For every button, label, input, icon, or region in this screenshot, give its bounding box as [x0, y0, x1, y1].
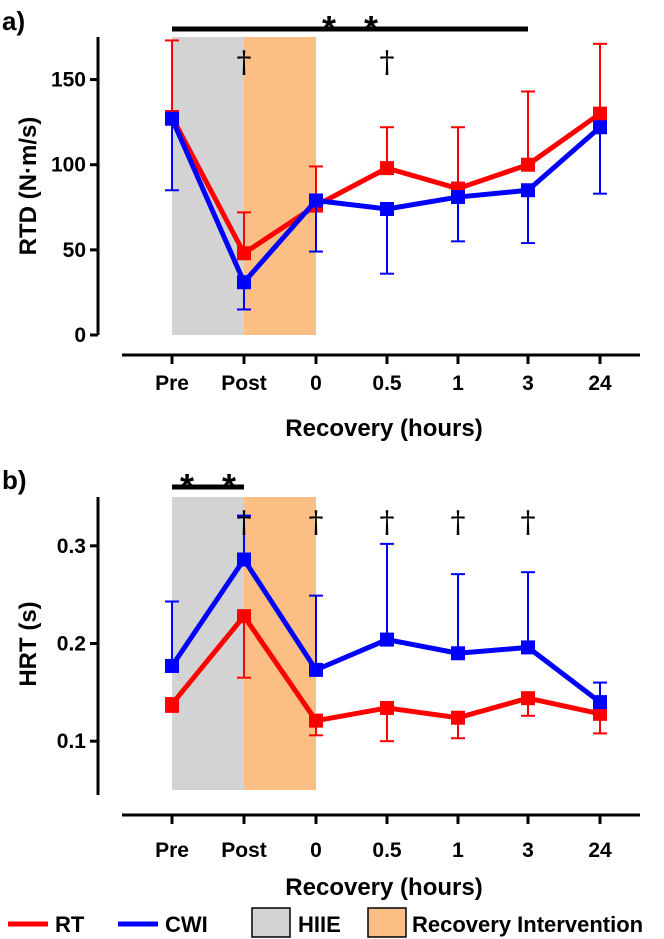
x-tick-label: 1: [452, 839, 464, 862]
dagger-marker: †: [521, 505, 536, 540]
significance-star-rt: *: [180, 466, 194, 507]
dagger-marker: †: [380, 505, 395, 540]
x-tick-label: 3: [522, 372, 534, 395]
legend-label-rt: RT: [55, 912, 85, 937]
x-tick-label: 0: [310, 839, 322, 862]
x-tick-label: Pre: [155, 372, 189, 395]
x-tick-label: Pre: [155, 839, 189, 862]
significance-star-cwi: *: [364, 8, 378, 49]
x-tick-label: 1: [452, 372, 464, 395]
data-point: [309, 662, 323, 677]
data-point: [237, 246, 251, 261]
y-tick-label: 0.3: [57, 535, 86, 558]
series-rt: [165, 609, 607, 743]
legend-item-hiie: HIIE: [251, 907, 341, 938]
y-tick-label: 0: [74, 324, 86, 347]
significance-star-cwi: *: [222, 466, 236, 507]
data-point: [593, 106, 607, 121]
data-point: [380, 161, 394, 176]
data-point: [165, 658, 179, 673]
legend-item-recovery: Recovery Intervention: [367, 907, 643, 938]
data-point: [521, 640, 535, 655]
data-point: [451, 646, 465, 661]
x-axis-title: Recovery (hours): [285, 415, 482, 442]
data-point: [593, 706, 607, 721]
data-point: [521, 691, 535, 706]
data-point: [237, 552, 251, 567]
y-axis-title: RTD (N·m/s): [15, 117, 42, 256]
y-tick-label: 50: [63, 239, 86, 262]
legend: RT CWI HIIE Recovery Intervention: [8, 907, 643, 938]
recovery-region: [244, 37, 316, 335]
legend-item-cwi: CWI: [118, 912, 208, 937]
data-point: [380, 700, 394, 715]
x-tick-label: Post: [221, 372, 267, 395]
x-tick-label: 24: [588, 839, 612, 862]
data-point: [165, 111, 179, 126]
y-tick-label: 0.2: [57, 633, 86, 656]
legend-label-recovery: Recovery Intervention: [412, 912, 643, 937]
panel-a: 0 50 100 150 Pre Post 0 0.5 1 3 24 Recovery (hours)…: [2, 6, 640, 442]
x-tick-label: Post: [221, 839, 267, 862]
x-tick-label: 0.5: [372, 839, 402, 862]
series-cwi: [165, 111, 607, 311]
data-point: [309, 713, 323, 728]
dagger-marker: †: [380, 45, 395, 80]
x-tick-label: 3: [522, 839, 534, 862]
x-tick-label: 24: [588, 372, 612, 395]
panel-label: a): [2, 6, 25, 36]
y-axis-title: HRT (s): [15, 601, 42, 686]
data-point: [237, 275, 251, 290]
data-point: [451, 710, 465, 725]
panel-b: 0.1 0.2 0.3 Pre Post 0 0.5 1 3 24 Recovery (hours)…: [2, 465, 640, 901]
dagger-marker: †: [451, 505, 466, 540]
hiie-region: [172, 497, 244, 790]
panel-label: b): [2, 465, 27, 495]
dagger-marker: †: [237, 45, 252, 80]
legend-swatch-hiie: [251, 907, 291, 938]
legend-label-hiie: HIIE: [298, 912, 341, 937]
legend-label-cwi: CWI: [165, 912, 208, 937]
legend-swatch-recovery: [367, 907, 407, 938]
recovery-region: [244, 497, 316, 790]
y-tick-label: 150: [51, 69, 86, 92]
data-point: [593, 695, 607, 710]
data-point: [521, 183, 535, 198]
dagger-marker: †: [309, 505, 324, 540]
legend-item-rt: RT: [8, 912, 85, 937]
y-tick-label: 0.1: [57, 730, 87, 753]
data-point: [309, 193, 323, 208]
data-point: [165, 697, 179, 712]
data-point: [237, 609, 251, 624]
dagger-marker: †: [237, 505, 252, 540]
data-point: [521, 157, 535, 172]
data-point: [380, 201, 394, 216]
data-point: [593, 120, 607, 135]
x-axis-title: Recovery (hours): [285, 874, 482, 901]
significance-star-rt: *: [322, 8, 336, 49]
data-point: [380, 632, 394, 647]
y-tick-label: 100: [51, 154, 86, 177]
series-cwi: [165, 514, 607, 710]
x-tick-label: 0: [310, 372, 322, 395]
x-tick-label: 0.5: [372, 372, 402, 395]
data-point: [451, 190, 465, 205]
